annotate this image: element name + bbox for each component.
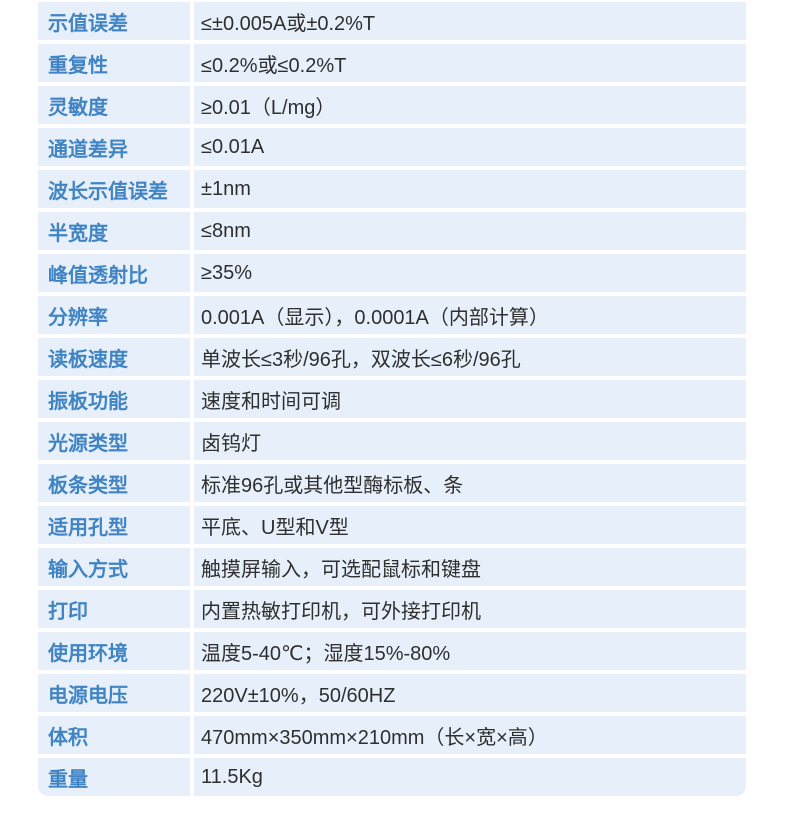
spec-row: 波长示值误差 ±1nm xyxy=(38,170,746,208)
spec-label: 板条类型 xyxy=(38,464,190,502)
spec-row: 重复性 ≤0.2%或≤0.2%T xyxy=(38,44,746,82)
spec-value: 0.001A（显示），0.0001A（内部计算） xyxy=(194,296,746,334)
spec-value: 卤钨灯 xyxy=(194,422,746,460)
spec-value: ≤8nm xyxy=(194,212,746,250)
spec-value: 标准96孔或其他型酶标板、条 xyxy=(194,464,746,502)
spec-label: 重量 xyxy=(38,758,190,796)
spec-label: 灵敏度 xyxy=(38,86,190,124)
spec-row: 振板功能 速度和时间可调 xyxy=(38,380,746,418)
spec-row: 半宽度 ≤8nm xyxy=(38,212,746,250)
spec-value: 温度5-40℃；湿度15%-80% xyxy=(194,632,746,670)
spec-row: 示值误差 ≤±0.005A或±0.2%T xyxy=(38,2,746,40)
spec-value: 内置热敏打印机，可外接打印机 xyxy=(194,590,746,628)
spec-row: 峰值透射比 ≥35% xyxy=(38,254,746,292)
spec-row: 光源类型 卤钨灯 xyxy=(38,422,746,460)
spec-value: 速度和时间可调 xyxy=(194,380,746,418)
spec-row: 体积 470mm×350mm×210mm（长×宽×高） xyxy=(38,716,746,754)
spec-row: 读板速度 单波长≤3秒/96孔，双波长≤6秒/96孔 xyxy=(38,338,746,376)
spec-label: 读板速度 xyxy=(38,338,190,376)
spec-row: 使用环境 温度5-40℃；湿度15%-80% xyxy=(38,632,746,670)
spec-value: 470mm×350mm×210mm（长×宽×高） xyxy=(194,716,746,754)
spec-value: ≥35% xyxy=(194,254,746,292)
spec-row: 重量 11.5Kg xyxy=(38,758,746,796)
spec-label: 通道差异 xyxy=(38,128,190,166)
spec-value: 平底、U型和V型 xyxy=(194,506,746,544)
spec-label: 光源类型 xyxy=(38,422,190,460)
spec-value: ≤0.01A xyxy=(194,128,746,166)
spec-label: 振板功能 xyxy=(38,380,190,418)
spec-value: ≤±0.005A或±0.2%T xyxy=(194,2,746,40)
spec-table: 示值误差 ≤±0.005A或±0.2%T 重复性 ≤0.2%或≤0.2%T 灵敏… xyxy=(38,2,746,796)
spec-value: ±1nm xyxy=(194,170,746,208)
spec-label: 电源电压 xyxy=(38,674,190,712)
spec-value: 220V±10%，50/60HZ xyxy=(194,674,746,712)
spec-label: 重复性 xyxy=(38,44,190,82)
spec-label: 使用环境 xyxy=(38,632,190,670)
spec-value: ≤0.2%或≤0.2%T xyxy=(194,44,746,82)
spec-row: 输入方式 触摸屏输入，可选配鼠标和键盘 xyxy=(38,548,746,586)
spec-row: 通道差异 ≤0.01A xyxy=(38,128,746,166)
spec-row: 灵敏度 ≥0.01（L/mg） xyxy=(38,86,746,124)
spec-row: 电源电压 220V±10%，50/60HZ xyxy=(38,674,746,712)
spec-label: 打印 xyxy=(38,590,190,628)
spec-row: 分辨率 0.001A（显示），0.0001A（内部计算） xyxy=(38,296,746,334)
spec-label: 输入方式 xyxy=(38,548,190,586)
spec-label: 半宽度 xyxy=(38,212,190,250)
spec-value: ≥0.01（L/mg） xyxy=(194,86,746,124)
spec-row: 打印 内置热敏打印机，可外接打印机 xyxy=(38,590,746,628)
spec-label: 波长示值误差 xyxy=(38,170,190,208)
spec-label: 峰值透射比 xyxy=(38,254,190,292)
spec-label: 体积 xyxy=(38,716,190,754)
spec-label: 示值误差 xyxy=(38,2,190,40)
spec-value: 11.5Kg xyxy=(194,758,746,796)
spec-row: 适用孔型 平底、U型和V型 xyxy=(38,506,746,544)
spec-label: 适用孔型 xyxy=(38,506,190,544)
spec-label: 分辨率 xyxy=(38,296,190,334)
spec-row: 板条类型 标准96孔或其他型酶标板、条 xyxy=(38,464,746,502)
spec-value: 单波长≤3秒/96孔，双波长≤6秒/96孔 xyxy=(194,338,746,376)
spec-value: 触摸屏输入，可选配鼠标和键盘 xyxy=(194,548,746,586)
